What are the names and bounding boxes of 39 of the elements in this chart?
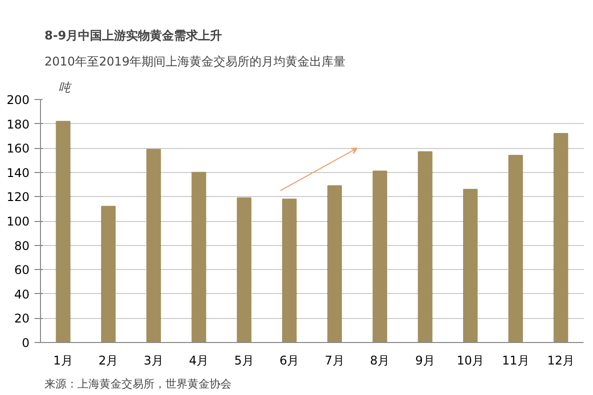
chart-title: 8-9月中国上游实物黄金需求上升 [44,28,222,42]
x-tick-label: 10月 [456,354,484,368]
x-tick-label: 5月 [234,354,254,368]
y-tick-label: 140 [6,166,30,180]
y-tick-label: 120 [6,190,30,204]
y-tick-label: 160 [6,142,30,156]
chart-subtitle: 2010年至2019年期间上海黄金交易所的月均黄金出库量 [44,54,346,68]
bar [327,185,342,342]
bar [146,148,161,342]
y-tick-label: 80 [14,238,30,253]
x-tick-label: 12月 [547,354,575,368]
bar [463,188,478,342]
y-tick-label: 20 [14,312,30,326]
y-tick-label: 0 [22,336,30,350]
bar [418,151,432,342]
bar [282,198,297,342]
x-tick-label: 9月 [415,354,435,368]
x-tick-label: 2月 [98,354,118,368]
x-tick-label: 1月 [53,354,73,368]
x-tick-label: 8月 [370,354,390,368]
x-tick-label: 3月 [144,354,164,368]
y-tick-label: 100 [6,214,30,228]
bar [554,133,568,342]
bar [372,170,388,342]
bar [56,120,70,342]
y-tick-label: 40 [14,287,30,302]
x-tick-label: 6月 [280,354,300,368]
bar [508,154,523,342]
y-tick-label: 200 [6,93,30,107]
y-tick-label: 60 [14,263,30,278]
bar [192,172,206,342]
source-note: 来源：上海黄金交易所，世界黄金协会 [44,378,232,390]
x-tick-label: 11月 [502,354,530,368]
x-tick-label: 7月 [324,354,344,368]
y-tick-label: 180 [6,117,30,132]
x-tick-label: 4月 [189,354,209,368]
y-axis-title: 吨 [58,80,72,94]
bar [101,206,116,342]
bar [236,197,252,342]
